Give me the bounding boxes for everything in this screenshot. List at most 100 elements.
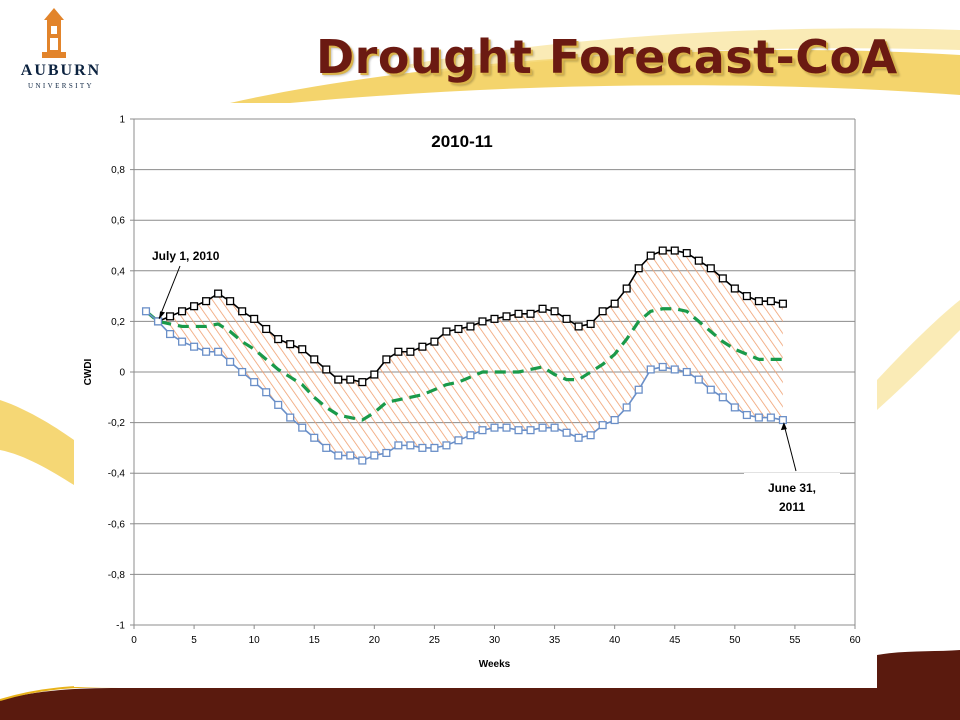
data-point-marker [298,423,307,432]
gold-swoosh-top [230,50,960,103]
annotation-box [744,473,840,517]
data-point-marker [466,431,475,440]
chart-series [141,246,787,465]
data-point-marker [478,426,487,435]
data-point-marker [238,307,247,316]
data-point-marker [670,365,679,374]
data-point-marker [178,337,187,346]
data-point-marker [298,345,307,354]
data-point-marker [490,423,499,432]
data-point-marker [682,367,691,377]
x-tick-label: 25 [429,635,441,646]
data-point-marker [622,403,631,412]
data-point-marker [574,433,583,442]
data-point-marker [153,317,163,326]
data-point-marker [406,347,415,356]
data-point-marker [478,317,487,326]
data-point-marker [250,378,259,387]
data-point-marker [718,393,727,402]
slide-title: Drought Forecast-CoA [316,30,898,84]
x-tick-label: 55 [789,635,801,646]
data-point-marker [382,355,391,364]
data-point-marker [538,423,547,432]
data-point-marker [778,416,787,425]
data-point-marker [370,451,379,460]
data-point-marker [538,304,547,313]
data-point-marker [454,436,463,445]
y-tick-label: -0,2 [108,418,126,429]
data-point-marker [430,337,439,346]
data-point-marker [202,347,211,356]
data-point-marker [310,433,319,442]
x-tick-label: 20 [369,635,381,646]
cwdi-chart: 1 0,8 0,6 0,4 0,2 0 -0,2 -0,4 -0,6 -0,8 -1 0 5 10 15 20… [83,115,861,671]
data-point-marker [502,423,511,432]
data-point-marker [634,385,643,394]
annotation-box [148,247,236,265]
x-tick-label: 60 [849,635,861,646]
data-point-marker [526,309,535,318]
annotation-end-date: June 31, 2011 [768,481,816,514]
data-point-marker [418,342,427,351]
data-point-marker [550,307,559,316]
logo-wordmark: AUBURN [20,62,102,79]
annotation-arrowhead [780,422,787,431]
data-point-marker [262,388,271,397]
chart-annotations: July 1, 2010 June 31, 2011 [148,247,840,517]
data-point-marker [358,456,367,465]
data-point-marker [394,441,403,450]
data-point-marker [706,385,715,394]
data-point-marker [610,299,619,308]
data-point-marker [310,355,319,364]
data-point-marker [742,410,751,420]
data-point-marker [141,307,151,316]
gold-swoosh-top-2 [400,28,960,72]
data-point-marker [526,426,535,435]
chart-ticks: 1 0,8 0,6 0,4 0,2 0 -0,2 -0,4 -0,6 -0,8 -1 0 5 10 15 20… [108,115,861,647]
data-point-marker [454,324,463,334]
y-tick-label: 0,4 [111,266,125,277]
data-point-marker [646,251,655,260]
data-point-marker [658,362,667,371]
forecast-series [144,307,783,422]
data-point-marker [382,448,391,458]
data-point-marker [598,307,607,316]
y-tick-label: 0 [119,368,125,379]
data-point-marker [778,299,787,308]
data-point-marker [574,322,583,331]
chart-area: 1 0,8 0,6 0,4 0,2 0 -0,2 -0,4 -0,6 -0,8 -1 0 5 10 15 20… [74,103,877,687]
data-point-marker [442,441,451,450]
data-point-marker [322,443,331,452]
data-point-marker [610,416,619,425]
data-point-marker [370,370,379,379]
data-point-marker [442,327,451,336]
data-point-marker [166,329,175,339]
data-point-marker [214,289,223,298]
hatched-range-band [158,250,783,461]
forecast-series-line [144,307,783,422]
x-tick-label: 50 [729,635,741,646]
data-point-marker [178,307,187,316]
data-point-marker [586,319,595,328]
data-point-marker [490,314,499,323]
data-point-marker [598,421,607,430]
data-point-marker [646,365,655,374]
y-axis-label: CWDI [83,358,94,385]
data-point-marker [226,297,235,306]
maroon-band-bottom [0,650,960,720]
data-point-marker [286,340,295,349]
tower-icon [42,8,66,58]
data-point-marker [274,400,283,409]
data-point-marker [250,314,259,323]
data-point-marker [730,403,739,412]
data-point-marker [214,347,223,356]
data-point-marker [274,335,283,344]
data-point-marker [634,264,643,273]
gold-swoosh-left [0,400,74,485]
data-point-marker [562,314,571,323]
data-point-marker [322,365,331,374]
data-point-marker [766,297,775,306]
x-tick-label: 15 [309,635,321,646]
data-point-marker [334,451,343,460]
